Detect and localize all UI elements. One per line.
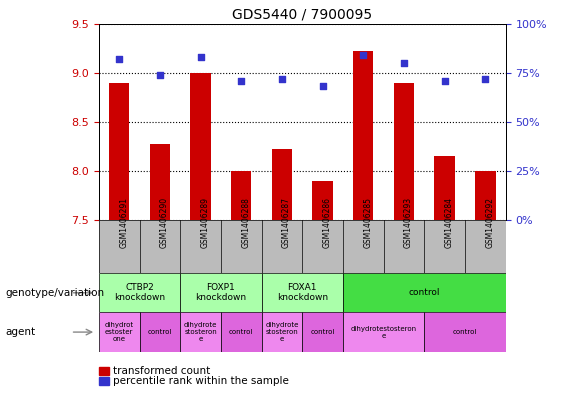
Point bbox=[196, 54, 205, 60]
Text: control: control bbox=[408, 288, 440, 297]
Bar bbox=[262, 273, 343, 312]
Text: GSM1406291: GSM1406291 bbox=[119, 197, 128, 248]
Bar bbox=[180, 312, 221, 352]
Text: GSM1406290: GSM1406290 bbox=[160, 197, 169, 248]
Text: control: control bbox=[453, 329, 477, 335]
Text: GSM1406292: GSM1406292 bbox=[485, 197, 494, 248]
Point bbox=[359, 52, 368, 58]
Text: dihydrot
estoster
one: dihydrot estoster one bbox=[105, 322, 134, 342]
Text: control: control bbox=[310, 329, 335, 335]
Bar bbox=[353, 51, 373, 220]
Bar bbox=[109, 83, 129, 220]
Text: GSM1406285: GSM1406285 bbox=[363, 197, 372, 248]
Text: FOXP1
knockdown: FOXP1 knockdown bbox=[195, 283, 246, 303]
Text: GSM1406284: GSM1406284 bbox=[445, 197, 454, 248]
Bar bbox=[99, 273, 180, 312]
Bar bbox=[475, 171, 496, 220]
Bar bbox=[343, 273, 506, 312]
Bar bbox=[343, 312, 424, 352]
Text: GSM1406286: GSM1406286 bbox=[323, 197, 332, 248]
Text: dihydrote
stosteron
e: dihydrote stosteron e bbox=[184, 322, 218, 342]
Bar bbox=[272, 149, 292, 220]
Bar bbox=[262, 312, 302, 352]
Point bbox=[115, 56, 124, 62]
Point bbox=[237, 77, 246, 84]
Bar bbox=[394, 83, 414, 220]
Point bbox=[318, 83, 327, 90]
Bar bbox=[99, 312, 140, 352]
Text: control: control bbox=[229, 329, 254, 335]
Bar bbox=[312, 181, 333, 220]
Text: GSM1406293: GSM1406293 bbox=[404, 197, 413, 248]
Bar bbox=[190, 73, 211, 220]
Bar bbox=[180, 273, 262, 312]
Bar bbox=[302, 312, 343, 352]
Title: GDS5440 / 7900095: GDS5440 / 7900095 bbox=[232, 7, 372, 21]
Text: control: control bbox=[147, 329, 172, 335]
Bar bbox=[424, 312, 506, 352]
Text: genotype/variation: genotype/variation bbox=[6, 288, 105, 298]
Point bbox=[277, 75, 286, 82]
Text: dihydrote
stosteron
e: dihydrote stosteron e bbox=[265, 322, 299, 342]
Point bbox=[399, 60, 408, 66]
Text: CTBP2
knockdown: CTBP2 knockdown bbox=[114, 283, 165, 303]
Point bbox=[481, 75, 490, 82]
Text: GSM1406288: GSM1406288 bbox=[241, 197, 250, 248]
Bar bbox=[231, 171, 251, 220]
Text: agent: agent bbox=[6, 327, 36, 337]
Bar bbox=[140, 312, 180, 352]
Bar bbox=[150, 145, 170, 220]
Text: percentile rank within the sample: percentile rank within the sample bbox=[113, 376, 289, 386]
Text: GSM1406287: GSM1406287 bbox=[282, 197, 291, 248]
Bar bbox=[434, 156, 455, 220]
Bar bbox=[221, 312, 262, 352]
Point bbox=[440, 77, 449, 84]
Text: FOXA1
knockdown: FOXA1 knockdown bbox=[277, 283, 328, 303]
Text: dihydrotestosteron
e: dihydrotestosteron e bbox=[350, 325, 417, 339]
Text: transformed count: transformed count bbox=[113, 366, 210, 376]
Point bbox=[155, 72, 164, 78]
Text: GSM1406289: GSM1406289 bbox=[201, 197, 210, 248]
